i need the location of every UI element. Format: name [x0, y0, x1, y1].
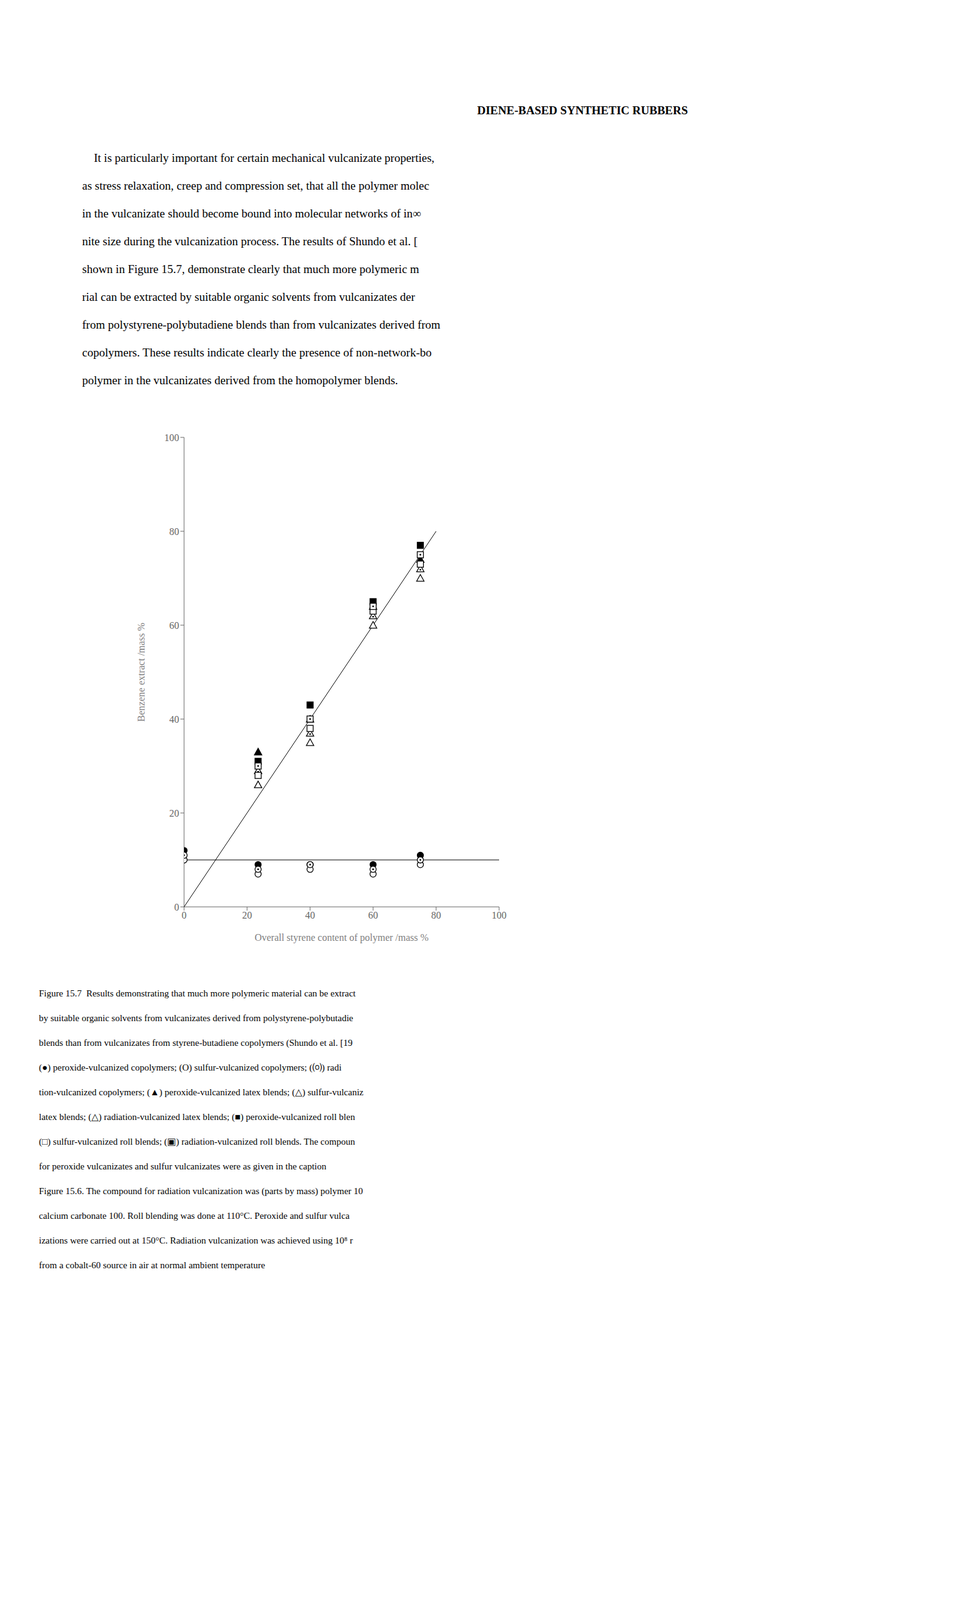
svg-text:Benzene extract /mass %: Benzene extract /mass %	[135, 622, 147, 722]
svg-text:60: 60	[169, 620, 180, 631]
html-text:rial can be extracted by suita: rial can be extracted by suitable organi…	[82, 290, 415, 304]
svg-text:0: 0	[181, 909, 187, 921]
svg-text:60: 60	[368, 909, 379, 921]
html-text:It is particularly important f: It is particularly important for certain…	[82, 151, 435, 165]
html-text:(□) sulfur-vulcanized roll ble: (□) sulfur-vulcanized roll blends; (▣) r…	[38, 1136, 355, 1147]
html-text:(●) peroxide-vulcanized copoly: (●) peroxide-vulcanized copolymers; (O) …	[38, 1062, 342, 1073]
html-text:as stress relaxation, creep an: as stress relaxation, creep and compress…	[82, 179, 430, 193]
html-text:calcium carbonate 100. Roll bl: calcium carbonate 100. Roll blending was…	[38, 1210, 350, 1221]
svg-text:0: 0	[174, 901, 180, 913]
svg-text:80: 80	[431, 909, 442, 921]
html-text:DIENE-BASED SYNTHETIC RUBBERS: DIENE-BASED SYNTHETIC RUBBERS	[477, 103, 688, 117]
html-text:by suitable organic solvents f: by suitable organic solvents from vulcan…	[38, 1013, 354, 1023]
html-text:copolymers. These results indi: copolymers. These results indicate clear…	[82, 345, 432, 359]
svg-text:40: 40	[305, 909, 316, 921]
html-text:Figure 15.6. The compound for: Figure 15.6. The compound for radiation …	[38, 1185, 363, 1196]
html-text:from a cobalt-60 source in air: from a cobalt-60 source in air at normal…	[38, 1260, 266, 1270]
html-text:latex blends; (△) radiation-vu: latex blends; (△) radiation-vulcanized l…	[38, 1111, 355, 1122]
html-text:shown in Figure 15.7, demonstr: shown in Figure 15.7, demonstrate clearl…	[82, 262, 420, 276]
svg-text:20: 20	[242, 909, 253, 921]
svg-text:20: 20	[169, 807, 180, 819]
svg-text:Overall styrene content of pol: Overall styrene content of polymer /mass…	[254, 932, 429, 944]
html-text:from polystyrene-polybutadiene: from polystyrene-polybutadiene blends th…	[82, 318, 441, 332]
html-text:nite size during the vulcaniza: nite size during the vulcanization proce…	[82, 234, 418, 248]
html-text:for peroxide vulcanizates and: for peroxide vulcanizates and sulfur vul…	[38, 1161, 327, 1172]
svg-text:100: 100	[491, 909, 507, 921]
html-text:Figure 15.7 Results demonstrat: Figure 15.7 Results demonstrating that m…	[38, 988, 356, 999]
html-text:blends than from vulcanizates: blends than from vulcanizates from styre…	[38, 1037, 353, 1048]
svg-text:100: 100	[164, 432, 180, 443]
html-text:izations were carried out at 1: izations were carried out at 150°C. Radi…	[38, 1235, 353, 1246]
html-text:polymer in the vulcanizates de: polymer in the vulcanizates derived from…	[82, 373, 398, 387]
html-text:in the vulcanizate should beco: in the vulcanizate should become bound i…	[82, 206, 422, 220]
html-text:tion-vulcanized copolymers; (▲: tion-vulcanized copolymers; (▲) peroxide…	[38, 1087, 364, 1098]
svg-text:80: 80	[169, 526, 180, 537]
svg-text:40: 40	[169, 714, 180, 725]
